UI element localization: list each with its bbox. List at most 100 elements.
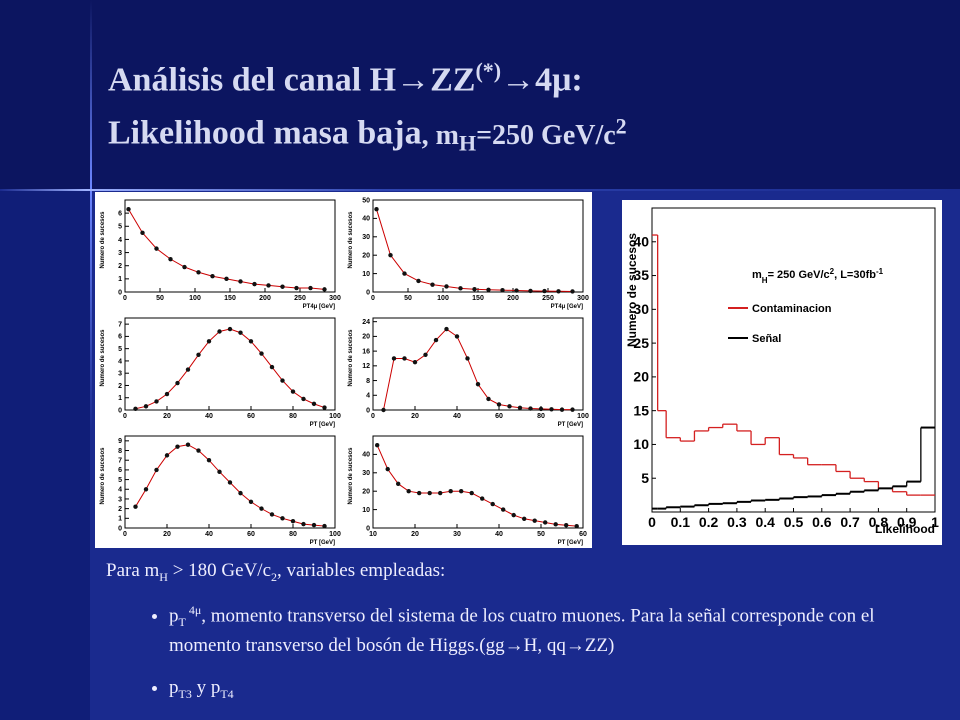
y-tick-label: 7	[118, 321, 122, 328]
data-point	[217, 469, 222, 475]
data-point	[238, 490, 243, 496]
y-axis-label: Numero de sucesos	[100, 329, 106, 387]
data-point	[549, 407, 554, 412]
y-tick-label: 0	[366, 289, 370, 296]
data-point	[269, 512, 275, 517]
data-point	[294, 285, 299, 291]
side-strip	[0, 190, 92, 720]
text: , momento transverso del sistema de los …	[169, 605, 875, 657]
y-tick-label: 20	[362, 489, 370, 496]
frame	[124, 317, 336, 411]
y-tick-label: 5	[641, 470, 649, 486]
data-point	[472, 287, 477, 292]
data-point	[507, 404, 512, 409]
y-tick-label: 2	[118, 383, 122, 390]
y-axis-label: Numero de sucesos	[625, 233, 639, 347]
annotation-part: 2	[830, 267, 835, 276]
data-point	[266, 283, 271, 288]
x-tick-label: 20	[163, 531, 171, 538]
y-tick-label: 40	[633, 233, 649, 249]
flare	[0, 189, 960, 191]
x-tick-label: 60	[495, 413, 503, 420]
x-axis-label: PT4μ [GeV]	[551, 304, 583, 310]
y-tick-label: 6	[118, 334, 122, 341]
data-point	[196, 448, 201, 453]
data-point	[511, 512, 516, 518]
x-tick-label: 0	[123, 531, 127, 538]
x-tick-label: 60	[579, 531, 587, 538]
x-tick-label: 250	[294, 295, 306, 302]
data-point	[490, 501, 495, 507]
legend-label: Señal	[752, 333, 781, 345]
data-point	[570, 289, 575, 294]
data-point	[133, 504, 138, 509]
y-tick-label: 2	[118, 506, 122, 513]
title: Análisis del canal H→ZZ(*)→4μ: Likelihoo…	[108, 48, 627, 166]
x-tick-label: 0	[371, 413, 375, 420]
y-tick-label: 35	[633, 267, 649, 283]
y-tick-label: 10	[362, 271, 370, 278]
sup: 4μ	[185, 603, 202, 617]
data-point	[375, 443, 380, 448]
y-tick-label: 30	[633, 301, 649, 317]
x-tick-label: 40	[453, 413, 461, 420]
annotation-part: -1	[876, 267, 884, 276]
text: , variables empleadas:	[277, 560, 446, 581]
bullet: pT 4μ, momento transverso del sistema de…	[169, 598, 929, 658]
y-tick-label: 0	[118, 525, 122, 532]
data-point	[522, 516, 527, 521]
data-point	[374, 207, 379, 212]
text: p	[169, 605, 179, 627]
data-point	[301, 521, 306, 527]
data-point	[486, 396, 491, 402]
x-tick-label: 0.3	[727, 514, 747, 530]
data-point	[227, 480, 233, 485]
data-point	[538, 406, 544, 412]
x-tick-label: 0.2	[699, 514, 719, 530]
data-point	[227, 326, 233, 332]
data-point	[206, 458, 212, 463]
y-tick-label: 9	[118, 438, 122, 445]
annotation-part: H	[762, 276, 768, 285]
y-tick-label: 8	[366, 378, 370, 385]
x-axis-label: PT [GeV]	[558, 540, 583, 546]
y-tick-label: 15	[633, 402, 649, 418]
data-point	[182, 264, 187, 270]
y-tick-label: 50	[362, 197, 370, 204]
y-tick-label: 3	[118, 496, 122, 503]
data-point	[517, 405, 523, 410]
data-point	[417, 490, 422, 496]
y-tick-label: 4	[118, 358, 122, 365]
text: p	[169, 677, 179, 699]
data-point	[528, 406, 533, 411]
text: > 180 GeV/c	[167, 560, 272, 581]
data-point	[210, 274, 215, 279]
data-point	[280, 516, 285, 521]
data-point	[388, 253, 393, 258]
x-tick-label: 0.6	[812, 514, 832, 530]
x-tick-label: 0.4	[755, 514, 775, 530]
data-point	[480, 496, 485, 501]
data-point	[238, 330, 243, 335]
y-axis-label: Numero de sucesos	[348, 329, 354, 387]
x-tick-label: 80	[289, 413, 297, 420]
sub: 2	[271, 569, 278, 584]
data-point	[126, 207, 131, 212]
x-tick-label: 40	[495, 531, 503, 538]
x-tick-label: 80	[289, 531, 297, 538]
x-axis-label: PT4μ [GeV]	[303, 304, 335, 310]
data-point	[217, 329, 222, 334]
title-sub: H	[458, 130, 477, 156]
x-tick-label: 0.9	[897, 514, 917, 530]
data-point	[416, 278, 421, 284]
x-tick-label: 300	[577, 295, 589, 302]
x-tick-label: 150	[472, 295, 484, 302]
sub: T3	[178, 686, 192, 701]
data-point	[175, 444, 180, 449]
frame	[372, 199, 584, 293]
frame	[124, 199, 336, 293]
data-point	[458, 286, 463, 291]
fit-curve	[376, 444, 577, 527]
data-point	[143, 487, 149, 492]
data-point	[469, 490, 474, 496]
